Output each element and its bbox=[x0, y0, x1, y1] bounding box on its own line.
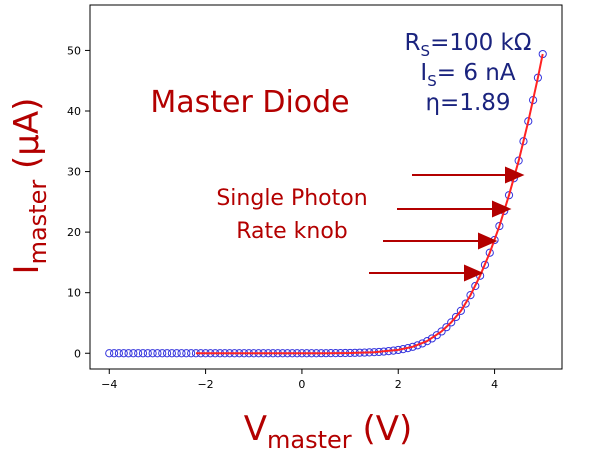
data-point bbox=[466, 291, 475, 300]
param-eta: η=1.89 bbox=[425, 90, 510, 116]
y-tick-label: 20 bbox=[67, 226, 81, 239]
data-point bbox=[172, 349, 181, 358]
data-point bbox=[182, 349, 191, 358]
x-axis-label-main: V bbox=[244, 409, 267, 449]
data-point bbox=[437, 327, 446, 336]
data-point bbox=[177, 349, 186, 358]
data-point bbox=[456, 306, 465, 315]
data-point bbox=[423, 337, 432, 346]
data-point bbox=[109, 349, 119, 358]
y-axis-label-sub: master bbox=[24, 180, 52, 265]
data-point bbox=[187, 349, 196, 358]
x-tick-label: 4 bbox=[491, 378, 498, 391]
param-is: IS= 6 nA bbox=[420, 60, 515, 90]
x-axis-ticks: −4 −2 0 2 4 bbox=[101, 369, 498, 391]
param-is-rest: = 6 nA bbox=[437, 60, 516, 86]
data-point bbox=[158, 349, 167, 358]
data-point bbox=[442, 323, 451, 332]
x-tick-label: 0 bbox=[298, 378, 305, 391]
y-axis-label-main: I bbox=[7, 264, 47, 274]
data-point bbox=[480, 260, 490, 269]
data-point bbox=[471, 281, 480, 291]
annotation-knob-line1: Single Photon bbox=[216, 186, 367, 211]
x-tick-label: 2 bbox=[395, 378, 402, 391]
param-is-main: I bbox=[420, 60, 427, 86]
plot-area bbox=[89, 4, 563, 370]
data-point bbox=[148, 349, 157, 358]
data-point bbox=[153, 349, 162, 358]
param-rs-sub: S bbox=[421, 42, 431, 60]
data-point bbox=[105, 349, 114, 358]
y-axis-label-unit: (μA) bbox=[7, 98, 47, 180]
x-axis-label: Vmaster (V) bbox=[244, 409, 413, 451]
data-point bbox=[138, 349, 148, 358]
data-point bbox=[485, 248, 494, 257]
param-rs-main: R bbox=[405, 30, 421, 56]
data-point bbox=[124, 349, 133, 358]
param-rs-rest: =100 kΩ bbox=[430, 30, 531, 56]
y-tick-label: 50 bbox=[67, 44, 81, 57]
data-point bbox=[143, 349, 152, 358]
y-tick-label: 0 bbox=[74, 347, 81, 360]
y-tick-label: 10 bbox=[67, 287, 81, 300]
x-tick-label: −4 bbox=[101, 378, 117, 391]
knob-arrows bbox=[369, 166, 525, 282]
data-point bbox=[447, 318, 456, 327]
x-tick-label: −2 bbox=[197, 378, 213, 391]
x-axis-label-sub: master bbox=[267, 426, 352, 451]
data-point bbox=[134, 349, 143, 358]
data-point bbox=[119, 349, 128, 358]
y-axis-label: Imaster (μA) bbox=[7, 98, 52, 275]
annotation-title: Master Diode bbox=[150, 85, 349, 120]
y-tick-label: 40 bbox=[67, 105, 81, 118]
data-point bbox=[451, 312, 461, 322]
data-point bbox=[114, 349, 123, 358]
param-rs: RS=100 kΩ bbox=[405, 30, 532, 60]
data-point bbox=[495, 221, 504, 231]
data-point bbox=[461, 299, 470, 308]
arrow-1-head bbox=[505, 166, 525, 184]
y-axis-ticks: 0 10 20 30 40 50 bbox=[67, 44, 90, 360]
arrow-3-head bbox=[478, 232, 498, 250]
data-point bbox=[129, 349, 138, 358]
data-point bbox=[162, 349, 172, 358]
annotation-knob-line2: Rate knob bbox=[236, 219, 348, 244]
param-is-sub: S bbox=[427, 72, 437, 90]
data-point bbox=[167, 349, 176, 358]
x-axis-label-unit: (V) bbox=[352, 409, 413, 449]
arrow-2-head bbox=[492, 200, 512, 218]
arrow-4-head bbox=[464, 264, 484, 282]
y-tick-label: 30 bbox=[67, 166, 81, 179]
param-block: RS=100 kΩ IS= 6 nA η=1.89 bbox=[405, 30, 532, 116]
